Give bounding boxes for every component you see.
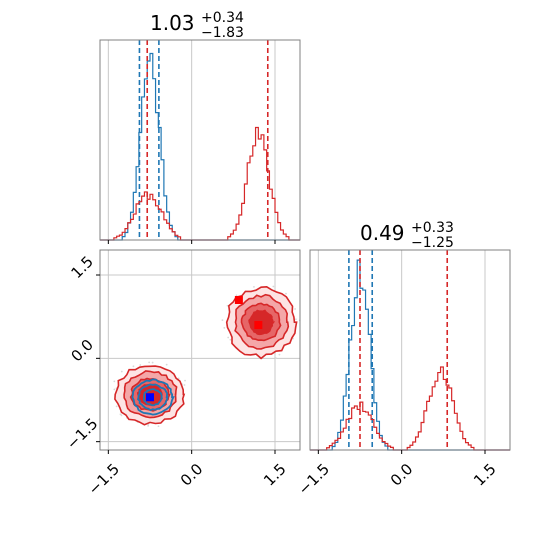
- hist-series-0: [100, 52, 300, 241]
- sample-point: [229, 338, 232, 341]
- sample-point: [113, 380, 116, 383]
- sample-point: [113, 388, 116, 391]
- y-tick-label: −1.5: [63, 415, 101, 453]
- sample-point: [139, 364, 142, 366]
- sample-point: [294, 308, 297, 310]
- x-tick-label: 1.5: [470, 460, 500, 490]
- sample-point: [157, 425, 160, 428]
- truth-marker: [234, 296, 243, 304]
- title-bottom-right-lower: −1.25: [411, 235, 454, 251]
- sample-point: [120, 370, 123, 373]
- sample-point: [285, 292, 287, 295]
- title-bottom-right-upper: +0.33: [411, 220, 454, 236]
- title-top-left-lower: −1.83: [201, 25, 244, 41]
- x-tick-label: 0.0: [387, 460, 417, 490]
- blue-contour-level-2: [143, 388, 163, 407]
- sample-point: [183, 384, 186, 386]
- sample-point: [165, 363, 168, 366]
- svg-text:0.49: 0.49: [360, 221, 405, 245]
- hist-series-1: [310, 366, 510, 451]
- sample-point: [115, 405, 118, 408]
- blue-contour-level-0: [131, 378, 175, 416]
- sample-point: [132, 365, 135, 368]
- sample-point: [272, 285, 275, 288]
- sample-point: [147, 424, 150, 426]
- hist-series-0: [310, 259, 510, 451]
- x-tick-label: −1.5: [295, 460, 333, 498]
- hist-panel-top-left: [99, 39, 301, 244]
- title-top-left-upper: +0.34: [201, 10, 244, 26]
- y-tick-label: 0.0: [67, 336, 97, 366]
- sample-point: [184, 379, 186, 382]
- sample-point: [278, 353, 281, 356]
- x-tick-label: 0.0: [177, 460, 207, 490]
- panel-frame: [99, 39, 301, 241]
- joint-panel: −1.5 −1.5 0.0 0.0 1.5 1.5: [63, 249, 301, 499]
- truth-marker: [146, 393, 154, 402]
- panel-frame: [99, 249, 301, 451]
- svg-text:1.03: 1.03: [150, 11, 195, 35]
- blue-contour-level-1: [136, 383, 169, 412]
- title-bottom-right: 0.49 +0.33 −1.25: [360, 220, 454, 251]
- y-tick-label: 1.5: [67, 252, 97, 282]
- sample-point: [119, 413, 122, 416]
- title-top-left: 1.03 +0.34 −1.83: [150, 10, 244, 41]
- sample-point: [235, 294, 238, 297]
- title-top-left-value: 1.03: [150, 11, 195, 35]
- title-bottom-right-value: 0.49: [360, 221, 405, 245]
- sample-point: [274, 357, 277, 359]
- x-tick-label: −1.5: [85, 460, 123, 498]
- sample-point: [295, 318, 297, 321]
- sample-point: [253, 285, 255, 288]
- sample-point: [221, 319, 224, 322]
- sample-point: [151, 361, 154, 364]
- x-tick-label: 1.5: [260, 460, 290, 490]
- sample-point: [223, 326, 226, 329]
- hist-series-1: [100, 126, 300, 241]
- sample-point: [226, 304, 229, 307]
- truth-marker: [254, 321, 263, 329]
- sample-point: [148, 361, 151, 364]
- hist-panel-bottom-right: −1.5 0.0 1.5: [295, 249, 511, 499]
- panel-frame: [309, 249, 511, 451]
- sample-point: [227, 336, 230, 339]
